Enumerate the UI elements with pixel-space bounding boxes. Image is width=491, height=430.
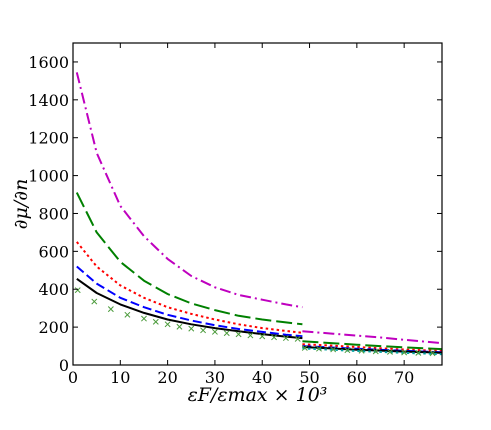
- y-tick-label: 400: [38, 280, 69, 299]
- x-tick-label: 40: [252, 368, 272, 387]
- marker-point: [235, 331, 242, 338]
- series-4: [76, 277, 443, 354]
- x-tick-label: 20: [157, 368, 177, 387]
- marker-point: [247, 332, 254, 339]
- marker-point: [223, 330, 230, 337]
- x-axis-label: εF/εmax × 10³: [188, 384, 328, 406]
- series-3-line-0: [76, 265, 303, 338]
- series-1-line-1: [302, 340, 443, 351]
- marker-point: [107, 306, 114, 313]
- x-tick-label: 60: [347, 368, 367, 387]
- series-4-line-0: [76, 277, 303, 340]
- marker-point: [164, 321, 171, 328]
- x-tick-label: 50: [299, 368, 319, 387]
- marker-point: [401, 349, 408, 356]
- series-5-line-0: [302, 347, 443, 356]
- marker-point: [200, 327, 207, 334]
- series-0-line-0: [75, 72, 303, 309]
- plot-frame: [72, 42, 443, 366]
- y-tick-label: 0: [59, 356, 69, 375]
- marker-point: [387, 348, 393, 355]
- series-1-line-0: [75, 192, 303, 326]
- marker-point: [211, 328, 218, 335]
- marker-point: [176, 323, 183, 330]
- marker-point: [316, 345, 322, 352]
- series-2: [76, 241, 443, 352]
- y-tick-label: 600: [38, 242, 69, 261]
- series-1: [75, 192, 443, 351]
- marker-point: [344, 347, 351, 354]
- marker-point: [259, 333, 266, 340]
- y-tick-label: 1400: [28, 91, 69, 110]
- series-0: [75, 72, 443, 345]
- marker-point: [152, 318, 159, 325]
- marker-point: [372, 348, 379, 355]
- series-2-line-0: [76, 241, 303, 334]
- marker-point: [358, 347, 365, 354]
- series-0-line-1: [302, 330, 443, 345]
- marker-point: [282, 335, 289, 342]
- x-tick-label: 30: [205, 368, 225, 387]
- series-2-line-1: [302, 343, 443, 352]
- series-6: [74, 287, 436, 357]
- x-tick-label: 10: [110, 368, 130, 387]
- marker-point: [124, 311, 131, 318]
- y-axis-label: ∂μ/∂n: [10, 179, 32, 230]
- marker-point: [429, 350, 436, 357]
- y-tick-label: 1600: [28, 53, 69, 72]
- series-4-line-1: [302, 346, 443, 354]
- marker-point: [301, 344, 308, 351]
- marker-point: [188, 325, 195, 332]
- y-tick-label: 200: [38, 318, 69, 337]
- marker-point: [294, 335, 301, 342]
- series-5: [302, 347, 443, 356]
- series-layer: [74, 72, 443, 357]
- marker-point: [91, 298, 98, 305]
- ticks-layer: 0 10 20 30 40 50 60 70 0 200 400 600 800 1000 1200 1400…: [28, 43, 442, 387]
- y-tick-label: 800: [38, 204, 69, 223]
- x-tick-label: 70: [394, 368, 414, 387]
- y-tick-label: 1200: [28, 129, 69, 148]
- marker-point: [330, 346, 337, 353]
- marker-point: [271, 334, 278, 341]
- y-tick-label: 1000: [28, 167, 69, 186]
- x-tick-label: 0: [68, 368, 78, 387]
- marker-point: [74, 287, 81, 294]
- marker-point: [141, 315, 147, 322]
- marker-point: [415, 349, 422, 356]
